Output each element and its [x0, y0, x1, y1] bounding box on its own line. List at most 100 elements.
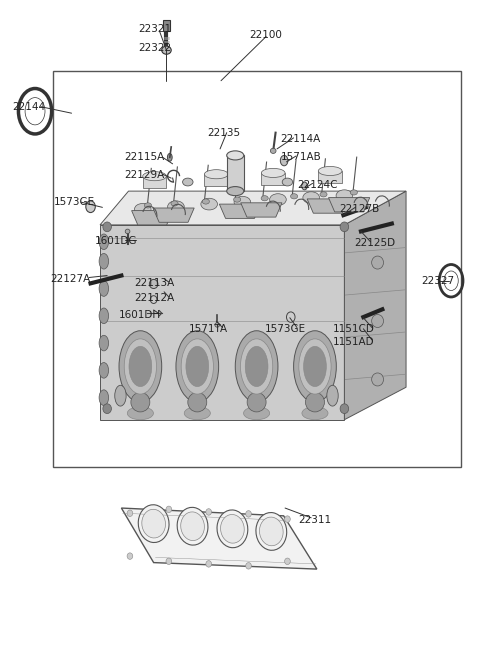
Ellipse shape	[99, 363, 108, 378]
Ellipse shape	[119, 331, 162, 402]
Ellipse shape	[204, 170, 228, 179]
Text: 22125D: 22125D	[354, 238, 395, 248]
Ellipse shape	[103, 222, 111, 232]
Ellipse shape	[246, 511, 252, 517]
Ellipse shape	[129, 346, 152, 386]
Ellipse shape	[206, 561, 212, 567]
Text: 1151AD: 1151AD	[333, 337, 374, 346]
Ellipse shape	[127, 407, 154, 420]
Ellipse shape	[290, 194, 298, 199]
Ellipse shape	[186, 346, 209, 386]
Ellipse shape	[127, 510, 133, 517]
Text: 1573GE: 1573GE	[265, 324, 306, 335]
Ellipse shape	[86, 201, 96, 213]
Ellipse shape	[227, 151, 244, 160]
Polygon shape	[307, 199, 348, 213]
Ellipse shape	[256, 513, 287, 550]
Ellipse shape	[234, 196, 251, 208]
Ellipse shape	[215, 323, 219, 328]
Ellipse shape	[171, 201, 178, 206]
Ellipse shape	[201, 198, 217, 210]
Polygon shape	[344, 191, 406, 420]
Ellipse shape	[99, 390, 108, 405]
Ellipse shape	[299, 339, 331, 394]
Ellipse shape	[99, 308, 108, 324]
Bar	[227, 155, 244, 191]
Ellipse shape	[138, 505, 169, 542]
Text: 22311: 22311	[298, 515, 331, 525]
Text: 1151CD: 1151CD	[333, 324, 374, 335]
Text: 22115A: 22115A	[124, 153, 164, 162]
Ellipse shape	[234, 197, 240, 202]
Ellipse shape	[142, 510, 166, 538]
Ellipse shape	[124, 339, 156, 394]
Ellipse shape	[260, 517, 283, 546]
Ellipse shape	[103, 404, 111, 413]
Text: 22327: 22327	[421, 276, 455, 286]
Ellipse shape	[301, 182, 307, 190]
Ellipse shape	[270, 194, 286, 206]
Text: 22124C: 22124C	[297, 179, 337, 189]
Polygon shape	[132, 211, 173, 225]
Ellipse shape	[168, 153, 172, 161]
Ellipse shape	[176, 331, 219, 402]
Ellipse shape	[99, 335, 108, 351]
Bar	[53, 71, 461, 467]
Text: 22114A: 22114A	[280, 134, 321, 144]
Ellipse shape	[25, 98, 45, 125]
Polygon shape	[100, 191, 406, 225]
Text: 22127A: 22127A	[50, 274, 90, 284]
Ellipse shape	[282, 178, 293, 186]
Ellipse shape	[320, 192, 327, 197]
Ellipse shape	[444, 271, 458, 290]
Ellipse shape	[127, 553, 133, 559]
Ellipse shape	[327, 385, 338, 406]
Text: 22322: 22322	[138, 43, 171, 53]
Text: 22135: 22135	[207, 128, 240, 138]
Text: 22144: 22144	[12, 102, 46, 112]
Ellipse shape	[166, 506, 172, 513]
Ellipse shape	[247, 392, 266, 412]
Ellipse shape	[144, 203, 152, 208]
Ellipse shape	[261, 168, 285, 178]
Ellipse shape	[285, 558, 290, 565]
Bar	[204, 174, 228, 186]
Ellipse shape	[372, 373, 384, 386]
Bar	[143, 176, 167, 188]
Ellipse shape	[243, 407, 270, 420]
Ellipse shape	[217, 510, 248, 548]
Text: 1601DG: 1601DG	[95, 236, 137, 246]
Ellipse shape	[305, 392, 324, 412]
Polygon shape	[328, 198, 370, 212]
Text: 22112A: 22112A	[135, 293, 175, 303]
Ellipse shape	[115, 385, 126, 406]
Ellipse shape	[287, 312, 295, 322]
Ellipse shape	[99, 234, 108, 250]
Ellipse shape	[336, 190, 353, 202]
Polygon shape	[153, 208, 194, 222]
Ellipse shape	[372, 314, 384, 328]
Bar	[261, 173, 285, 185]
Ellipse shape	[340, 222, 348, 232]
Ellipse shape	[235, 331, 278, 402]
Polygon shape	[100, 225, 344, 420]
Ellipse shape	[350, 190, 358, 195]
Ellipse shape	[134, 204, 151, 215]
Ellipse shape	[294, 331, 336, 402]
Ellipse shape	[99, 281, 108, 296]
Text: 1571AB: 1571AB	[280, 153, 321, 162]
Ellipse shape	[303, 192, 320, 204]
Ellipse shape	[206, 509, 212, 515]
Ellipse shape	[261, 196, 268, 201]
Ellipse shape	[99, 253, 108, 269]
Text: 22129A: 22129A	[124, 170, 164, 180]
Text: 22100: 22100	[250, 30, 282, 40]
Ellipse shape	[181, 512, 204, 540]
Ellipse shape	[372, 256, 384, 269]
Ellipse shape	[302, 407, 328, 420]
Ellipse shape	[150, 295, 157, 303]
Text: 1571TA: 1571TA	[189, 324, 228, 335]
Ellipse shape	[184, 407, 210, 420]
Ellipse shape	[149, 280, 158, 289]
Ellipse shape	[240, 339, 273, 394]
